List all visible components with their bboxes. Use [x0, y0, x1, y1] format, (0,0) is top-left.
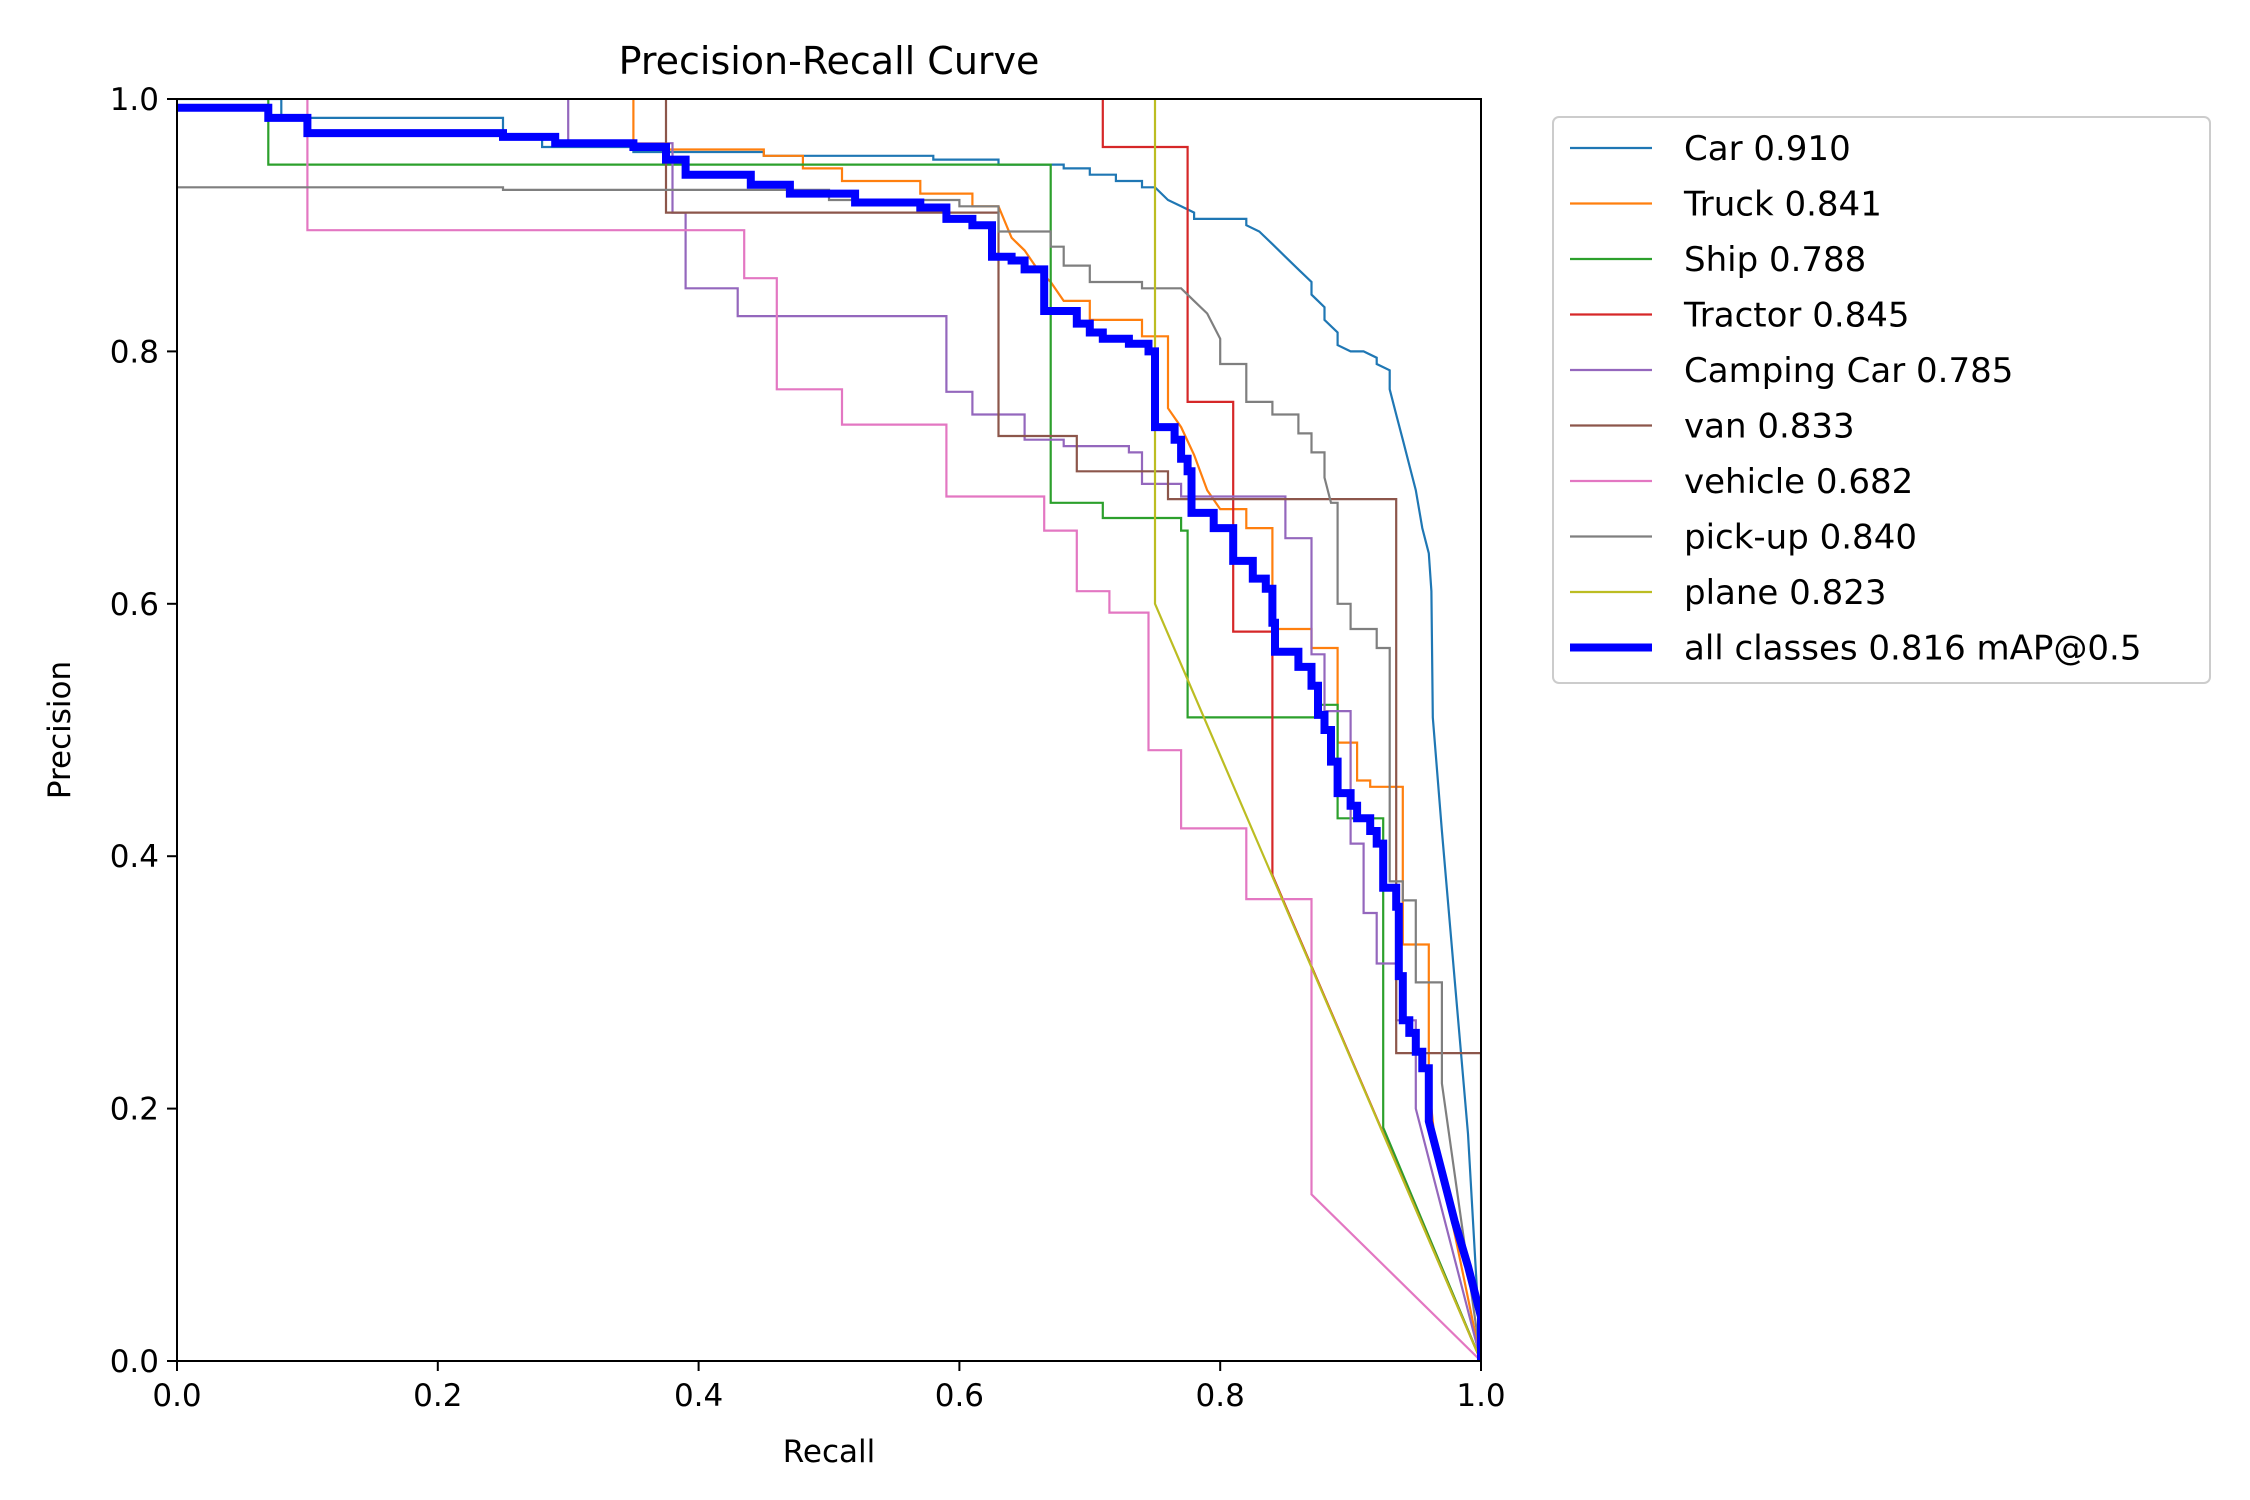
legend-entry-7: pick-up 0.840	[1684, 518, 1917, 558]
y-tick-label: 1.0	[110, 82, 159, 118]
series-line-3	[1101, 99, 1481, 1361]
legend-entry-4: Camping Car 0.785	[1684, 351, 2013, 391]
series-line-1	[632, 99, 1481, 1361]
legend-entry-5: van 0.833	[1684, 407, 1855, 447]
series-line-9	[177, 103, 1481, 1361]
legend-entry-1: Truck 0.841	[1683, 185, 1882, 225]
legend-entry-3: Tractor 0.845	[1683, 296, 1910, 336]
y-tick-label: 0.0	[110, 1344, 159, 1380]
series-line-6	[306, 99, 1481, 1361]
y-tick-label: 0.2	[110, 1092, 159, 1128]
series-layer	[177, 99, 1481, 1361]
axis-layer: 0.0 0.2 0.4 0.6 0.8 1.0 0.0 0.2 0.4 0.6 0.8 1.0	[110, 82, 1506, 1414]
x-tick-label: 0.6	[935, 1378, 984, 1414]
legend-entry-8: plane 0.823	[1684, 573, 1886, 613]
x-tick-label: 0.8	[1196, 1378, 1245, 1414]
chart-title: Precision-Recall Curve	[619, 39, 1040, 83]
y-tick-label: 0.4	[110, 839, 159, 875]
series-line-8	[1153, 99, 1481, 1361]
x-tick-label: 0.2	[413, 1378, 462, 1414]
series-line-2	[267, 99, 1481, 1361]
y-tick-label: 0.6	[110, 587, 159, 623]
legend-entry-9: all classes 0.816 mAP@0.5	[1684, 629, 2141, 669]
x-tick-label: 0.0	[152, 1378, 201, 1414]
legend-frame	[1552, 116, 2211, 684]
y-tick-label: 0.8	[110, 334, 159, 370]
legend-entry-0: Car 0.910	[1684, 129, 1851, 169]
series-line-4	[567, 99, 1481, 1361]
legend-entry-2: Ship 0.788	[1684, 240, 1866, 280]
x-tick-label: 0.4	[674, 1378, 723, 1414]
legend-entry-6: vehicle 0.682	[1684, 462, 1913, 502]
plot-frame	[176, 98, 1482, 1362]
y-axis-label: Precision	[42, 661, 78, 799]
x-axis-label: Recall	[783, 1434, 876, 1470]
x-tick-label: 1.0	[1456, 1378, 1505, 1414]
legend: Car 0.910 Truck 0.841 Ship 0.788 Tractor 0.…	[1552, 116, 2211, 684]
series-line-7	[177, 186, 1481, 1361]
